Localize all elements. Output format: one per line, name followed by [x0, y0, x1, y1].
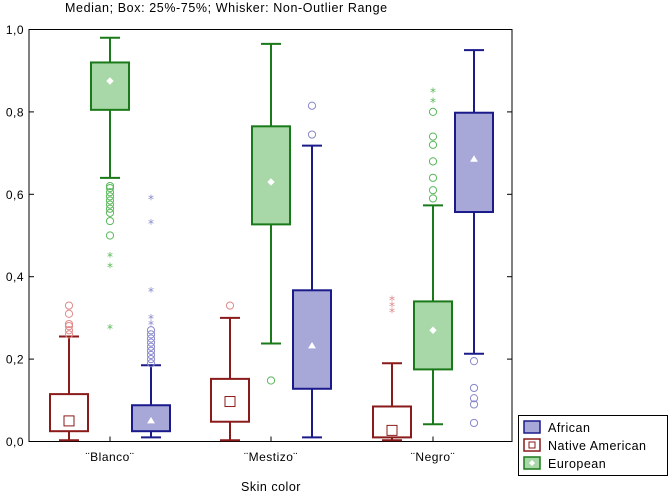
- y-tick-label: 0,4: [6, 270, 24, 284]
- outlier-point: [428, 173, 438, 182]
- chart-title: Median; Box: 25%-75%; Whisker: Non-Outli…: [65, 1, 388, 15]
- box-series: *************: [49, 36, 494, 442]
- y-tick-label: 0,8: [6, 105, 24, 119]
- outlier-point: [469, 357, 479, 366]
- outlier-point: [266, 376, 276, 385]
- outlier-point: [105, 200, 115, 209]
- y-tick-label: 1,0: [6, 23, 24, 37]
- outlier-point: [64, 326, 74, 335]
- extreme-point: *: [389, 306, 395, 320]
- outlier-point: [146, 326, 156, 335]
- median-marker: [224, 396, 236, 408]
- outlier-point: [105, 204, 115, 213]
- median-marker: [147, 416, 155, 424]
- x-axis: ¨Blanco¨ ¨Mestizo¨ ¨Negro¨: [86, 436, 455, 464]
- extreme-point: *: [107, 322, 113, 336]
- outlier-point: [428, 157, 438, 166]
- outlier-point: [307, 130, 317, 139]
- outlier-point: [64, 309, 74, 318]
- box-iqr: [210, 377, 250, 423]
- x-tick-label: ¨Mestizo¨: [244, 450, 298, 464]
- legend-marker: [529, 460, 535, 466]
- outlier-point: [64, 322, 74, 331]
- extreme-point: *: [389, 293, 395, 307]
- outlier-point: [428, 107, 438, 117]
- outlier-point: [146, 346, 156, 355]
- outlier-point: [428, 140, 438, 149]
- legend: African Native American European: [518, 415, 668, 476]
- outlier-point: [105, 188, 115, 197]
- outlier-point: [225, 301, 235, 310]
- outlier-point: [469, 394, 479, 403]
- outlier-point: [469, 400, 479, 409]
- extreme-point: *: [389, 300, 395, 314]
- outlier-point: [146, 330, 156, 339]
- extreme-point: *: [107, 260, 113, 274]
- median-marker: [429, 326, 437, 334]
- outlier-point: [469, 418, 479, 428]
- outlier-point: [64, 319, 74, 329]
- outlier-point: [146, 338, 156, 347]
- extreme-point: *: [107, 250, 113, 264]
- outlier-point: [64, 330, 74, 339]
- outlier-point: [428, 132, 438, 141]
- median-marker: [308, 341, 316, 349]
- median-marker: [470, 155, 478, 162]
- outlier-point: [307, 101, 317, 110]
- outlier-point: [105, 208, 115, 217]
- extreme-point: *: [148, 192, 154, 206]
- extreme-point: *: [148, 285, 154, 299]
- median-marker: [386, 424, 398, 436]
- legend-swatch: [523, 420, 541, 434]
- outlier-point: [146, 334, 156, 343]
- y-tick-label: 0,2: [6, 353, 24, 367]
- median-marker: [106, 77, 114, 85]
- median-marker: [267, 178, 275, 186]
- y-tick-label: 0,6: [6, 188, 24, 202]
- box-iqr: [131, 404, 171, 433]
- extreme-point: *: [148, 318, 154, 332]
- x-axis-label: Skin color: [241, 480, 301, 494]
- outlier-point: [428, 194, 438, 203]
- outlier-point: [105, 192, 115, 201]
- median-marker: [63, 415, 75, 427]
- extreme-point: *: [430, 96, 436, 110]
- legend-marker: [528, 441, 536, 449]
- x-tick-label: ¨Blanco¨: [86, 450, 135, 464]
- outlier-point: [64, 301, 74, 310]
- outlier-point: [469, 383, 479, 393]
- y-tick-label: 0,0: [6, 435, 24, 449]
- box-iqr: [90, 61, 130, 111]
- legend-label: European: [548, 457, 606, 471]
- box-iqr: [454, 111, 494, 214]
- extreme-point: *: [148, 312, 154, 326]
- legend-label: Native American: [548, 439, 647, 453]
- y-axis: 0,0 0,2 0,4 0,6 0,8 1,0: [6, 23, 512, 449]
- outlier-point: [105, 181, 115, 191]
- legend-frame: [518, 415, 668, 476]
- x-tick-label: ¨Negro¨: [411, 450, 455, 464]
- box-iqr: [251, 125, 291, 226]
- outlier-point: [146, 342, 156, 351]
- outlier-point: [105, 184, 115, 193]
- box-iqr: [292, 289, 332, 390]
- outlier-point: [105, 216, 115, 226]
- outlier-point: [146, 359, 156, 368]
- outlier-point: [105, 196, 115, 205]
- outlier-point: [146, 355, 156, 364]
- extreme-point: *: [148, 217, 154, 231]
- outlier-point: [146, 350, 156, 360]
- extreme-point: *: [430, 85, 436, 99]
- legend-label: African: [548, 421, 590, 435]
- box-iqr: [413, 300, 453, 371]
- outlier-point: [105, 231, 115, 240]
- outlier-point: [428, 186, 438, 195]
